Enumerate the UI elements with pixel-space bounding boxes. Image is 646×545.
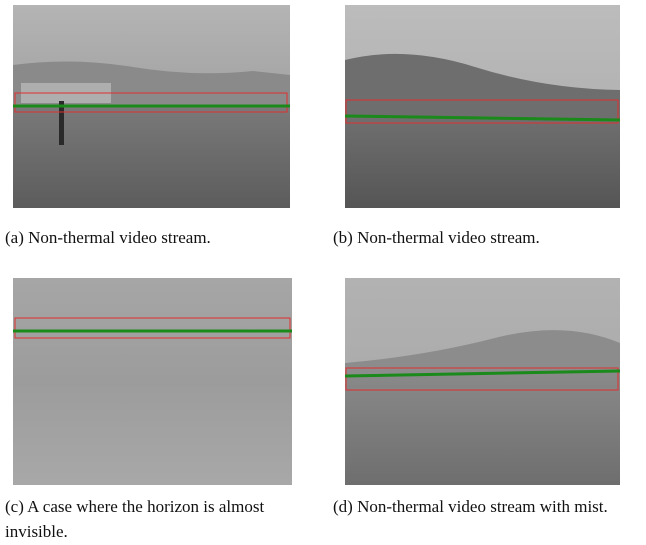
caption: (d) Non-thermal video stream with mist. bbox=[333, 497, 608, 516]
photo bbox=[13, 5, 290, 208]
photo bbox=[13, 278, 292, 485]
photo bbox=[345, 278, 620, 485]
photo bbox=[345, 5, 620, 208]
caption: (a) Non-thermal video stream. bbox=[5, 228, 211, 247]
caption: (b) Non-thermal video stream. bbox=[333, 228, 540, 247]
caption: (c) A case where the horizon is almost i… bbox=[5, 497, 265, 541]
